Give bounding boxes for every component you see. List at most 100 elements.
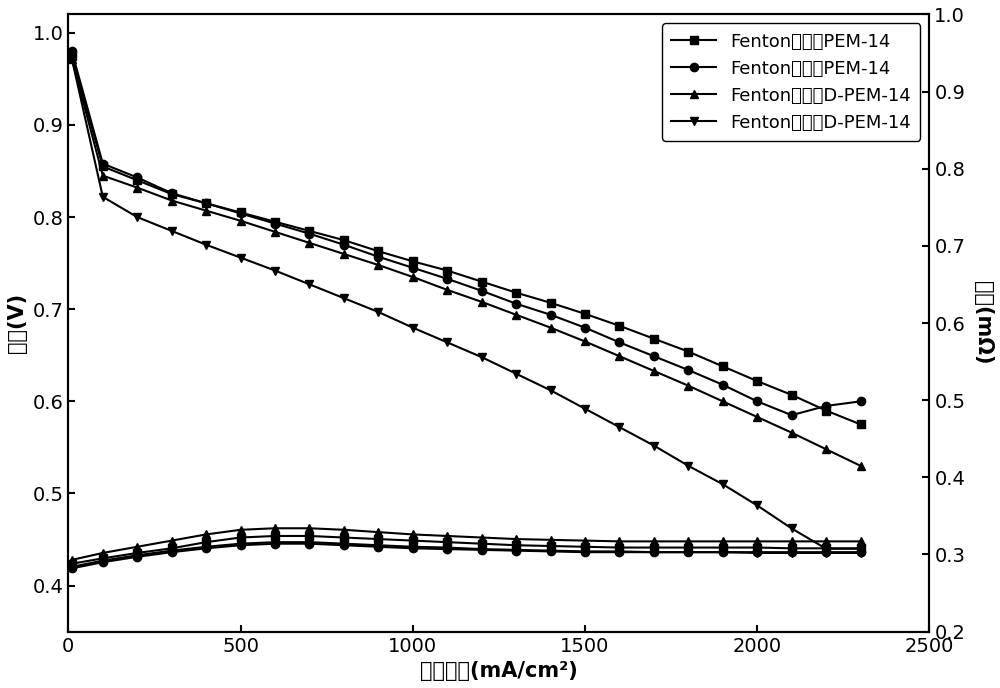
Fenton处理后PEM-14 — [97, 160, 109, 168]
Fenton处理后D-PEM-14 — [682, 462, 694, 470]
X-axis label: 电流密度(mA/cm²): 电流密度(mA/cm²) — [420, 661, 578, 681]
Fenton处理后PEM-14 — [786, 411, 798, 419]
Fenton处理前PEM-14 — [200, 199, 212, 207]
Fenton处理后D-PEM-14 — [441, 338, 453, 347]
Fenton处理后D-PEM-14 — [613, 423, 625, 431]
Fenton处理前D-PEM-14 — [786, 429, 798, 437]
Fenton处理前D-PEM-14 — [510, 310, 522, 319]
Fenton处理前PEM-14 — [820, 407, 832, 415]
Fenton处理前PEM-14 — [407, 257, 419, 266]
Legend: Fenton处理前PEM-14, Fenton处理后PEM-14, Fenton处理前D-PEM-14, Fenton处理后D-PEM-14: Fenton处理前PEM-14, Fenton处理后PEM-14, Fenton… — [662, 23, 920, 140]
Fenton处理后D-PEM-14 — [200, 241, 212, 249]
Fenton处理后PEM-14 — [166, 189, 178, 197]
Fenton处理前PEM-14 — [545, 299, 557, 307]
Fenton处理后PEM-14 — [407, 264, 419, 272]
Fenton处理后PEM-14 — [648, 352, 660, 361]
Fenton处理后D-PEM-14 — [717, 480, 729, 488]
Fenton处理后D-PEM-14 — [648, 442, 660, 450]
Fenton处理后D-PEM-14 — [855, 545, 867, 553]
Fenton处理后D-PEM-14 — [303, 280, 315, 288]
Fenton处理后PEM-14 — [613, 338, 625, 347]
Fenton处理后PEM-14 — [751, 397, 763, 405]
Fenton处理前PEM-14 — [510, 288, 522, 297]
Fenton处理前PEM-14 — [269, 217, 281, 226]
Fenton处理前PEM-14 — [441, 266, 453, 275]
Fenton处理后D-PEM-14 — [786, 524, 798, 533]
Fenton处理后PEM-14 — [200, 199, 212, 207]
Fenton处理前D-PEM-14 — [235, 217, 247, 225]
Fenton处理前D-PEM-14 — [407, 273, 419, 281]
Fenton处理前PEM-14 — [786, 391, 798, 399]
Fenton处理前D-PEM-14 — [131, 184, 143, 192]
Fenton处理前D-PEM-14 — [682, 382, 694, 390]
Fenton处理后PEM-14 — [131, 173, 143, 182]
Fenton处理后D-PEM-14 — [235, 253, 247, 261]
Fenton处理后D-PEM-14 — [338, 294, 350, 302]
Fenton处理前D-PEM-14 — [303, 239, 315, 247]
Fenton处理后D-PEM-14 — [579, 405, 591, 413]
Fenton处理后PEM-14 — [820, 402, 832, 410]
Fenton处理前PEM-14 — [648, 334, 660, 343]
Fenton处理后D-PEM-14 — [751, 502, 763, 510]
Line: Fenton处理前PEM-14: Fenton处理前PEM-14 — [68, 52, 865, 429]
Fenton处理后PEM-14 — [66, 47, 78, 56]
Fenton处理前PEM-14 — [579, 310, 591, 318]
Line: Fenton处理前D-PEM-14: Fenton处理前D-PEM-14 — [68, 54, 865, 470]
Fenton处理前PEM-14 — [717, 362, 729, 370]
Fenton处理前PEM-14 — [66, 52, 78, 60]
Fenton处理前D-PEM-14 — [441, 286, 453, 294]
Fenton处理后PEM-14 — [855, 397, 867, 405]
Fenton处理后D-PEM-14 — [820, 545, 832, 553]
Fenton处理后PEM-14 — [372, 252, 384, 261]
Fenton处理前PEM-14 — [235, 208, 247, 217]
Fenton处理前PEM-14 — [166, 190, 178, 198]
Fenton处理后PEM-14 — [338, 241, 350, 249]
Fenton处理前D-PEM-14 — [545, 323, 557, 332]
Fenton处理后PEM-14 — [269, 219, 281, 228]
Fenton处理前D-PEM-14 — [338, 250, 350, 258]
Fenton处理前PEM-14 — [97, 162, 109, 171]
Fenton处理后D-PEM-14 — [269, 266, 281, 275]
Fenton处理后D-PEM-14 — [510, 369, 522, 378]
Fenton处理后PEM-14 — [510, 299, 522, 308]
Fenton处理后D-PEM-14 — [372, 308, 384, 316]
Fenton处理后PEM-14 — [476, 287, 488, 295]
Fenton处理后PEM-14 — [682, 366, 694, 374]
Fenton处理后D-PEM-14 — [97, 193, 109, 201]
Fenton处理前PEM-14 — [131, 176, 143, 184]
Fenton处理前D-PEM-14 — [579, 337, 591, 345]
Fenton处理前PEM-14 — [751, 377, 763, 385]
Y-axis label: 电压(V): 电压(V) — [7, 293, 27, 353]
Fenton处理后PEM-14 — [235, 209, 247, 217]
Fenton处理后PEM-14 — [545, 310, 557, 319]
Fenton处理前D-PEM-14 — [717, 397, 729, 405]
Fenton处理后D-PEM-14 — [545, 386, 557, 394]
Fenton处理前PEM-14 — [303, 227, 315, 235]
Fenton处理后D-PEM-14 — [66, 54, 78, 63]
Fenton处理前D-PEM-14 — [269, 228, 281, 236]
Fenton处理后D-PEM-14 — [131, 213, 143, 222]
Fenton处理前PEM-14 — [855, 420, 867, 429]
Line: Fenton处理后D-PEM-14: Fenton处理后D-PEM-14 — [68, 54, 865, 553]
Fenton处理前D-PEM-14 — [751, 413, 763, 421]
Fenton处理前D-PEM-14 — [648, 367, 660, 375]
Fenton处理前PEM-14 — [372, 247, 384, 255]
Fenton处理前D-PEM-14 — [855, 462, 867, 470]
Fenton处理后D-PEM-14 — [407, 323, 419, 332]
Fenton处理前PEM-14 — [476, 277, 488, 286]
Fenton处理前D-PEM-14 — [613, 352, 625, 361]
Fenton处理前PEM-14 — [338, 236, 350, 244]
Fenton处理前D-PEM-14 — [372, 261, 384, 269]
Fenton处理前D-PEM-14 — [66, 54, 78, 63]
Fenton处理前PEM-14 — [682, 347, 694, 356]
Fenton处理前D-PEM-14 — [820, 445, 832, 453]
Fenton处理前D-PEM-14 — [476, 298, 488, 306]
Y-axis label: 内阵(mΩ): 内阵(mΩ) — [973, 281, 993, 365]
Fenton处理前D-PEM-14 — [166, 196, 178, 204]
Fenton处理后D-PEM-14 — [476, 353, 488, 361]
Fenton处理后PEM-14 — [717, 380, 729, 389]
Fenton处理后D-PEM-14 — [166, 227, 178, 235]
Fenton处理前PEM-14 — [613, 322, 625, 330]
Fenton处理后PEM-14 — [579, 323, 591, 332]
Fenton处理前D-PEM-14 — [200, 206, 212, 215]
